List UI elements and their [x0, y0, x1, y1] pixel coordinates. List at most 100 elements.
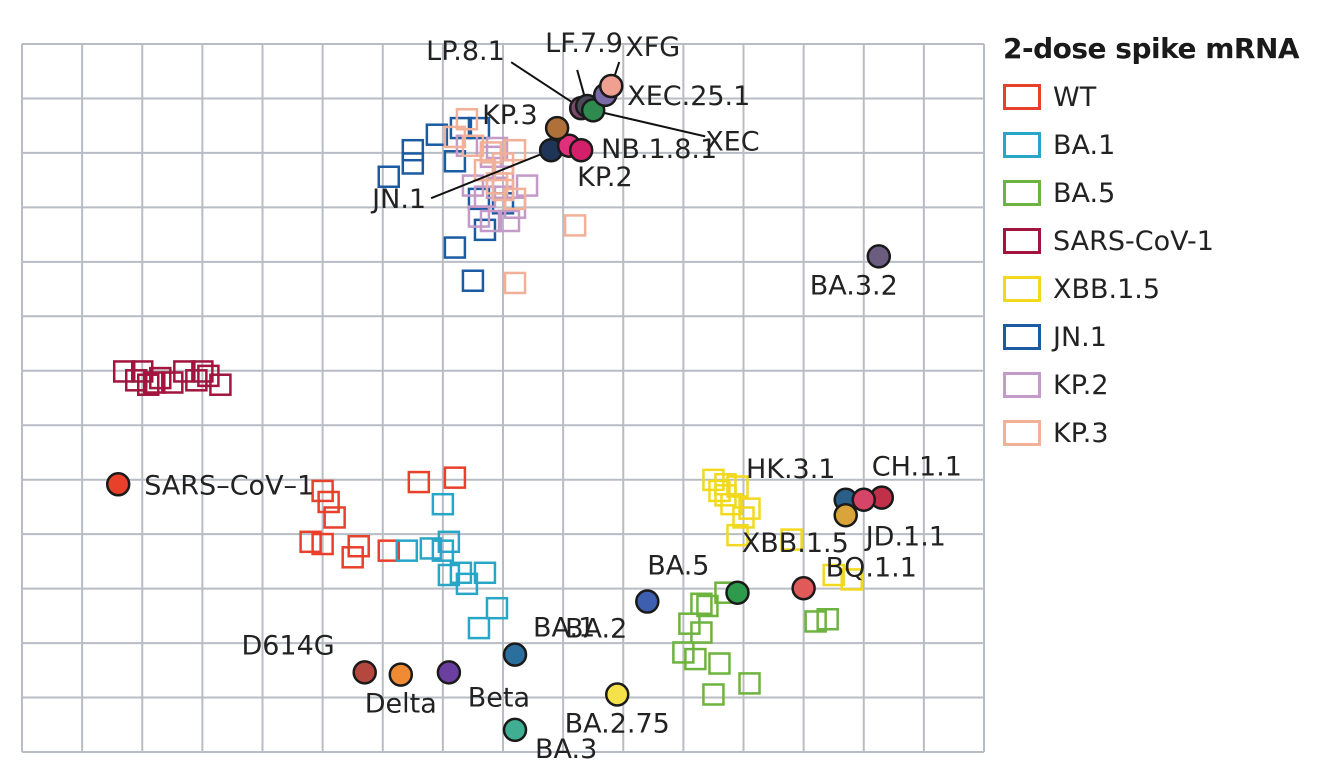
serum-point-sars-cov-1	[197, 364, 220, 388]
serum-point-wt	[443, 466, 467, 489]
serum-point-ba-5	[696, 594, 719, 618]
antigen-labels: SARS–CoV–1 D614G Delta Beta BA.1 BA.3 BA.2 BA.2…	[144, 28, 962, 765]
serum-point-xbb-1-5	[822, 563, 845, 587]
serum-point-xbb-1-5	[732, 506, 755, 529]
legend-items: WT BA.1 BA.5 SARS-CoV-1 XBB.1.5 JN.1 KP.2 KP.3	[1003, 73, 1328, 457]
serum-point-kp-2	[467, 205, 491, 228]
legend-label-jn-1: JN.1	[1053, 321, 1107, 353]
leader-line-xec	[592, 109, 706, 138]
serum-point-jn-1	[443, 150, 467, 173]
legend-title: 2-dose spike mRNA	[1003, 32, 1300, 65]
antigen-point-delta	[388, 662, 414, 687]
antigen-markers	[105, 73, 895, 743]
legend-item-sars-cov-1: SARS-CoV-1	[1003, 217, 1328, 265]
antigen-label-xec: XEC	[705, 126, 759, 157]
serum-point-ba-5	[690, 592, 713, 616]
antigen-point-xbb-1-5	[851, 487, 876, 513]
antigen-label-kp-2: KP.2	[577, 162, 633, 193]
serum-point-ba-1	[485, 596, 509, 620]
antigen-label-ch-1-1: CH.1.1	[872, 452, 962, 483]
serum-point-ba-5	[816, 608, 839, 631]
legend-swatch-kp-2	[1003, 372, 1041, 398]
serum-point-ba-1	[431, 492, 455, 516]
serum-point-ba-5	[702, 683, 725, 706]
legend-label-ba-1: BA.1	[1053, 129, 1116, 161]
serum-point-wt	[311, 532, 334, 556]
serum-point-ba-5	[672, 641, 695, 664]
antigen-label-xfg: XFG	[625, 32, 680, 63]
antigen-label-hk-3-1: HK.3.1	[746, 454, 836, 485]
leader-line-lp-8-1	[510, 61, 582, 109]
serum-point-jn-1	[401, 138, 425, 162]
serum-point-sars-cov-1	[191, 360, 214, 383]
legend-swatch-xbb-1-5	[1003, 276, 1041, 302]
legend-swatch-wt	[1003, 84, 1041, 110]
serum-point-kp-2	[497, 209, 521, 233]
serum-point-ba-1	[431, 539, 455, 562]
serum-point-ba-1	[419, 537, 443, 560]
leader-line-jn-1	[430, 149, 552, 200]
antigen-label-ba-2: BA.2	[565, 614, 627, 645]
serum-point-xbb-1-5	[708, 479, 731, 503]
serum-point-jn-1	[401, 152, 425, 175]
serum-point-jn-1	[461, 269, 485, 292]
serum-point-wt	[407, 470, 431, 494]
serum-point-kp-3	[485, 172, 509, 195]
serum-point-kp-3	[503, 138, 527, 162]
leader-lines	[430, 61, 706, 200]
serum-point-wt	[377, 539, 401, 562]
legend-swatch-sars-cov-1	[1003, 228, 1041, 254]
serum-point-jn-1	[377, 165, 401, 188]
antigen-label-ba-2-75: BA.2.75	[565, 708, 670, 739]
legend-item-ba-5: BA.5	[1003, 169, 1328, 217]
legend-item-kp-3: KP.3	[1003, 409, 1328, 457]
antigen-label-beta: Beta	[468, 682, 530, 713]
antigen-point-jd-1-1	[833, 503, 858, 528]
antigen-label-ba-3: BA.3	[535, 734, 597, 765]
antigen-label-xec-25-1: XEC.25.1	[627, 81, 750, 112]
antigen-point-bq-1-1	[791, 576, 816, 601]
serum-point-ba-1	[455, 572, 479, 596]
serum-point-xbb-1-5	[840, 568, 863, 591]
serum-point-xbb-1-5	[714, 473, 737, 496]
legend-item-jn-1: JN.1	[1003, 313, 1328, 361]
legend-swatch-kp-3	[1003, 420, 1041, 446]
serum-point-ba-1	[467, 616, 491, 640]
serum-point-wt	[341, 546, 364, 569]
antigen-label-jn-1: JN.1	[370, 184, 426, 215]
serum-point-kp-3	[563, 214, 587, 237]
serum-point-kp-3	[473, 158, 497, 182]
antigen-point-nb-1-8-1	[568, 137, 594, 163]
antigen-label-lp-8-1: LP.8.1	[426, 36, 505, 67]
serum-point-sars-cov-1	[161, 371, 184, 394]
antigen-point-ba-2-75	[604, 682, 630, 707]
antigen-point-ba-5	[725, 580, 750, 605]
serum-point-kp-2	[515, 174, 539, 197]
serum-markers	[112, 107, 863, 706]
antigen-point-ba-2	[635, 589, 660, 614]
antigen-label-d614g: D614G	[241, 630, 334, 661]
legend-label-wt: WT	[1053, 81, 1097, 113]
antigen-label-nb-1-8-1: NB.1.8.1	[601, 134, 717, 165]
antigen-label-bq-1-1: BQ.1.1	[826, 552, 917, 583]
legend: 2-dose spike mRNA WT BA.1 BA.5 SARS-CoV-1 XB…	[1003, 32, 1328, 457]
antigen-label-delta: Delta	[365, 689, 437, 720]
antigen-label-lf-7-9: LF.7.9	[545, 28, 623, 59]
serum-point-kp-3	[455, 107, 479, 131]
serum-point-wt	[323, 506, 346, 529]
serum-point-wt	[299, 530, 322, 554]
legend-label-xbb-1-5: XBB.1.5	[1053, 273, 1161, 305]
antigen-label-ba-5: BA.5	[647, 551, 709, 582]
legend-swatch-jn-1	[1003, 324, 1041, 350]
antigen-label-kp-3: KP.3	[482, 100, 538, 131]
serum-point-jn-1	[443, 236, 467, 259]
grid	[21, 43, 985, 753]
legend-item-kp-2: KP.2	[1003, 361, 1328, 409]
antigen-point-ba-1	[502, 642, 528, 667]
antigen-label-ba-1: BA.1	[533, 613, 595, 644]
serum-point-xbb-1-5	[726, 523, 749, 547]
serum-point-ba-5	[690, 621, 713, 644]
antigen-label-xbb-1-5: XBB.1.5	[742, 528, 849, 559]
antigen-point-beta	[436, 660, 462, 685]
